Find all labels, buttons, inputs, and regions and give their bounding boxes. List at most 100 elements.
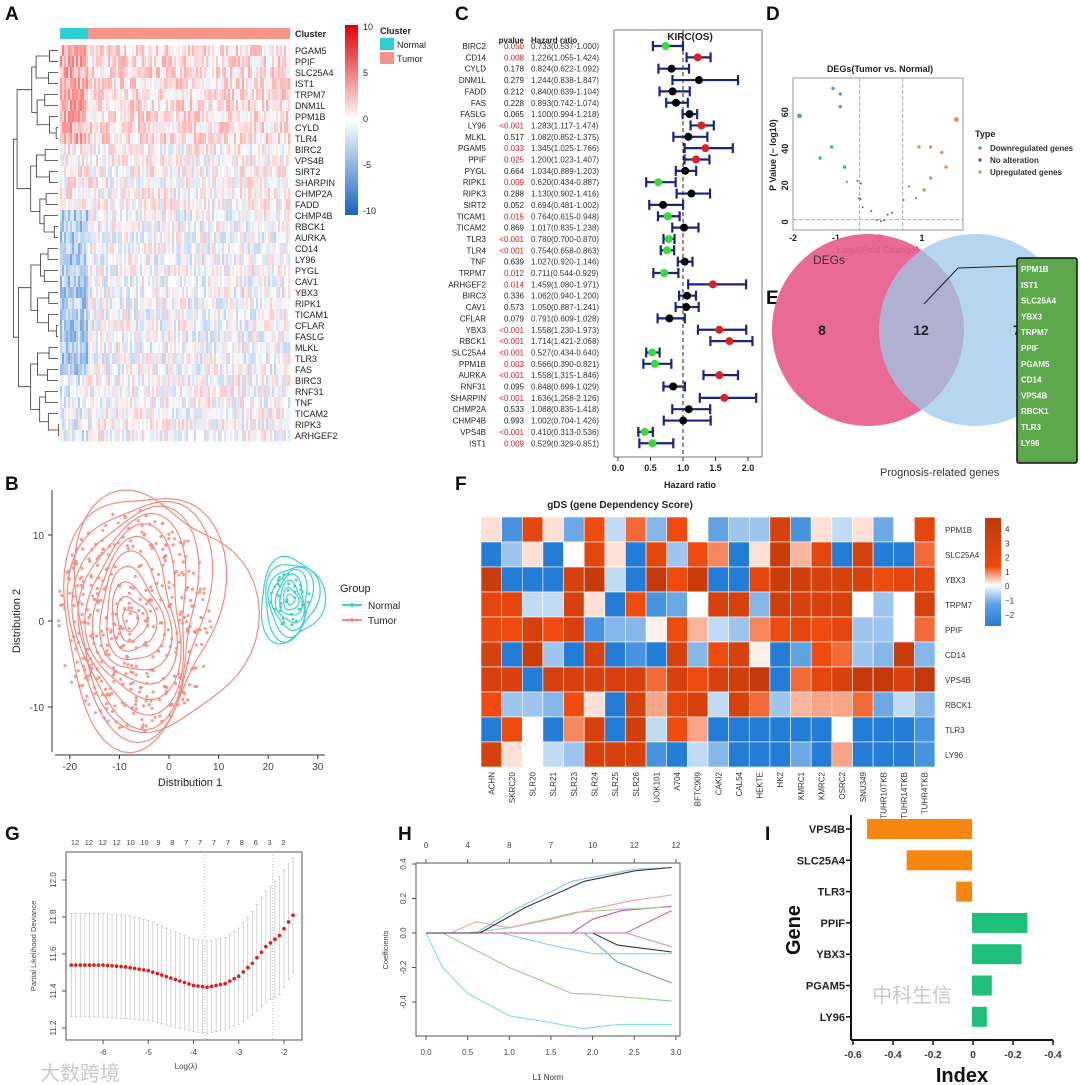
tumor-point bbox=[148, 609, 153, 613]
heatmap-cell bbox=[122, 386, 125, 398]
heatmap-cell bbox=[68, 419, 71, 431]
heatmap-cell bbox=[62, 430, 65, 442]
tumor-point bbox=[88, 613, 92, 617]
heatmap-cell bbox=[166, 177, 169, 189]
heatmap-cell bbox=[210, 232, 213, 244]
heatmap-cell bbox=[104, 364, 107, 376]
heatmap-cell bbox=[220, 56, 223, 68]
heatmap-cell bbox=[240, 232, 243, 244]
heatmap-cell bbox=[116, 221, 119, 233]
tumor-point bbox=[157, 698, 162, 702]
heatmap-cell bbox=[182, 320, 185, 332]
heatmap-cell bbox=[182, 199, 185, 211]
heatmap-cell bbox=[198, 342, 201, 354]
heatmap-cell bbox=[276, 342, 279, 354]
heatmap-cell bbox=[126, 177, 129, 189]
heatmap-cell bbox=[194, 89, 197, 101]
tumor-point bbox=[126, 662, 130, 667]
heatmap-cell bbox=[134, 144, 137, 156]
heatmap-cell bbox=[262, 276, 265, 288]
heatmap-cell bbox=[226, 243, 229, 255]
heatmap-cell bbox=[112, 320, 115, 332]
heatmap-cell bbox=[216, 89, 219, 101]
heatmap-cell bbox=[150, 56, 153, 68]
heatmap-cell bbox=[106, 221, 109, 233]
heatmap-cell bbox=[90, 100, 93, 112]
heatmap-cell bbox=[68, 100, 71, 112]
heatmap-cell bbox=[114, 419, 117, 431]
heatmap-cell bbox=[190, 331, 193, 343]
heatmap-cell bbox=[286, 56, 289, 68]
heatmap-cell bbox=[162, 232, 165, 244]
heatmap-cell bbox=[116, 265, 119, 277]
heatmap-cell bbox=[226, 265, 229, 277]
heatmap-cell bbox=[60, 430, 63, 442]
tumor-contour bbox=[122, 609, 140, 633]
heatmap-cell bbox=[96, 45, 99, 57]
heatmap-cell bbox=[184, 67, 187, 79]
heatmap-cell bbox=[276, 111, 279, 123]
heatmap-cell bbox=[150, 78, 153, 90]
tumor-point bbox=[74, 647, 78, 651]
heatmap-cell bbox=[218, 342, 221, 354]
pvalue: <0.001 bbox=[499, 348, 524, 357]
heatmap-cell bbox=[272, 287, 275, 299]
heatmap-cell bbox=[64, 408, 67, 420]
tumor-point bbox=[112, 622, 116, 626]
tumor-point bbox=[95, 677, 99, 681]
heatmap-cell bbox=[104, 243, 107, 255]
heatmap-cell bbox=[90, 342, 93, 354]
hazard-ratio-text: 1.283(1.117-1.474) bbox=[531, 121, 599, 130]
heatmap-cell bbox=[134, 408, 137, 420]
heatmap-cell bbox=[208, 111, 211, 123]
heatmap-cell bbox=[222, 155, 225, 167]
heatmap-cell bbox=[134, 287, 137, 299]
heatmap-cell bbox=[280, 122, 283, 134]
heatmap-cell bbox=[70, 56, 73, 68]
heatmap-cell bbox=[212, 100, 215, 112]
heatmap-cell bbox=[232, 133, 235, 145]
heatmap-cell bbox=[286, 430, 289, 442]
heatmap-cell bbox=[102, 331, 105, 343]
heatmap-cell bbox=[204, 56, 207, 68]
heatmap-cell bbox=[214, 342, 217, 354]
heatmap-cell bbox=[82, 353, 85, 365]
heatmap-cell bbox=[114, 232, 117, 244]
heatmap-cell bbox=[134, 89, 137, 101]
heatmap-cell bbox=[132, 100, 135, 112]
heatmap-cell bbox=[116, 177, 119, 189]
heatmap-cell bbox=[120, 419, 123, 431]
heatmap-cell bbox=[222, 265, 225, 277]
heatmap-cell bbox=[216, 309, 219, 321]
heatmap-cell bbox=[72, 419, 75, 431]
heatmap-cell bbox=[144, 78, 147, 90]
heatmap-cell bbox=[102, 144, 105, 156]
heatmap-cell bbox=[106, 155, 109, 167]
heatmap-cell bbox=[206, 89, 209, 101]
heatmap-cell bbox=[232, 320, 235, 332]
heatmap-cell bbox=[250, 155, 253, 167]
heatmap-cell bbox=[184, 199, 187, 211]
heatmap-cell bbox=[88, 111, 91, 123]
heatmap-cell bbox=[132, 331, 135, 343]
gene-label: FAS bbox=[471, 99, 486, 108]
heatmap-cell bbox=[226, 144, 229, 156]
heatmap-cell bbox=[70, 67, 73, 79]
heatmap-cell bbox=[62, 232, 65, 244]
heatmap-cell bbox=[192, 375, 195, 387]
tumor-point bbox=[76, 669, 80, 673]
heatmap-cell bbox=[74, 342, 77, 354]
heatmap-cell bbox=[278, 232, 281, 244]
heatmap-cell bbox=[102, 111, 105, 123]
heatmap-cell bbox=[222, 78, 225, 90]
heatmap-cell bbox=[92, 188, 95, 200]
heatmap-cell bbox=[92, 353, 95, 365]
heatmap-cell bbox=[186, 309, 189, 321]
heatmap-cell bbox=[208, 298, 211, 310]
heatmap-cell bbox=[182, 111, 185, 123]
heatmap-cell bbox=[256, 155, 259, 167]
heatmap-cell bbox=[256, 144, 259, 156]
x-tick: 2.0 bbox=[742, 463, 755, 473]
heatmap-cell bbox=[172, 331, 175, 343]
heatmap-cell bbox=[154, 89, 157, 101]
